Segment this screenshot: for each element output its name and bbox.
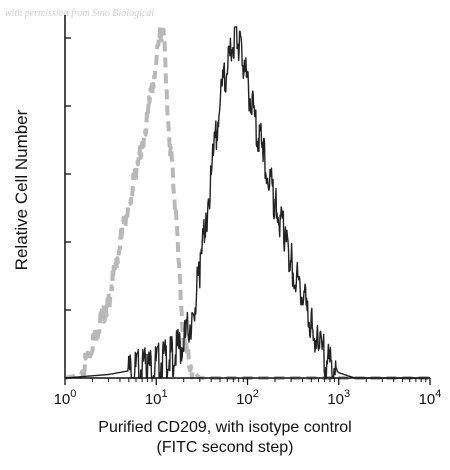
x-tick-label: 104 bbox=[419, 388, 442, 408]
x-tick-label: 101 bbox=[145, 388, 168, 408]
x-axis-label-line1: Purified CD209, with isotype control bbox=[98, 419, 352, 436]
watermark: with permission from Sino Biological bbox=[5, 8, 155, 19]
x-tick-label: 102 bbox=[236, 388, 259, 408]
x-axis-label-line2: (FITC second step) bbox=[156, 439, 294, 456]
y-axis-label: Relative Cell Number bbox=[12, 109, 31, 271]
x-tick-label: 103 bbox=[327, 388, 350, 408]
cd209-sample-curve bbox=[64, 26, 431, 379]
x-tick-label: 100 bbox=[54, 388, 77, 408]
isotype-control-curve bbox=[63, 25, 432, 380]
